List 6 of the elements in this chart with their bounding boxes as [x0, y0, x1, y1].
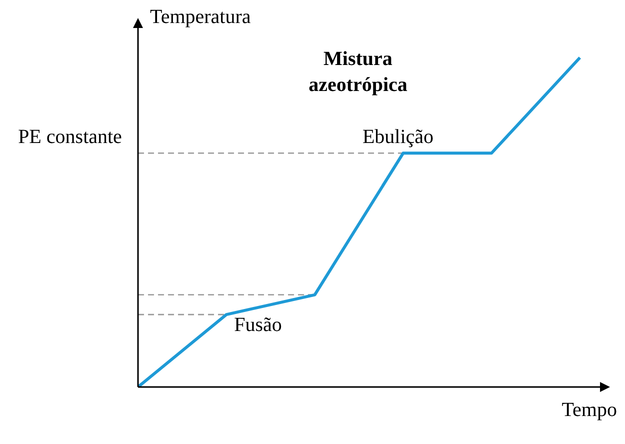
annotation: Ebulição: [361, 126, 435, 149]
ref-line-label: PE constante: [17, 125, 123, 150]
y-axis-title: Temperatura: [150, 6, 251, 29]
chart-title: Mistura azeotrópica: [308, 47, 408, 98]
x-axis-title: Tempo: [562, 399, 617, 422]
annotation: Fusão: [233, 314, 283, 337]
